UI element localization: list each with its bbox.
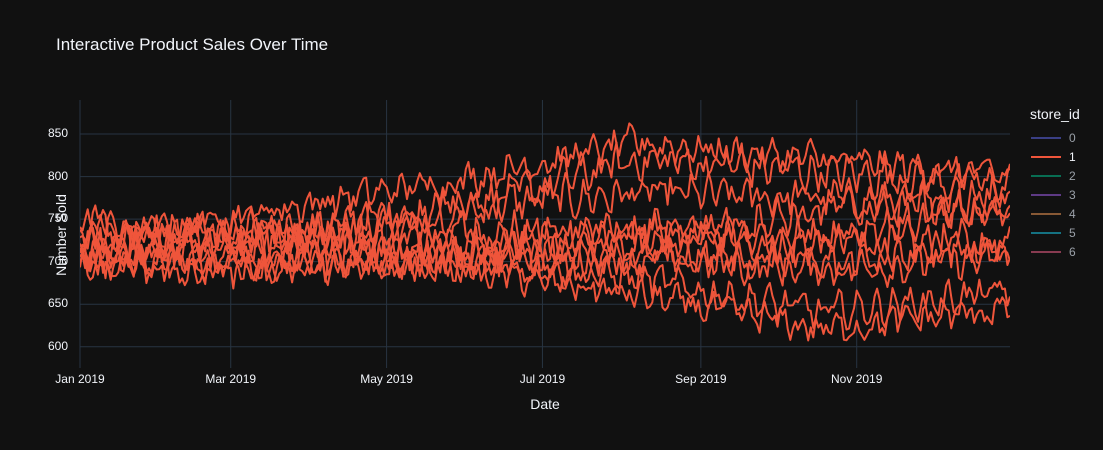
- x-tick-label: Nov 2019: [831, 372, 883, 386]
- legend-item-1[interactable]: 1: [1031, 147, 1080, 166]
- legend-label: 1: [1069, 149, 1076, 164]
- x-tick-label: Jan 2019: [55, 372, 105, 386]
- legend-swatch: [1031, 155, 1061, 158]
- legend-swatch: [1031, 250, 1061, 253]
- legend-swatch: [1031, 231, 1061, 234]
- series-group: [80, 122, 1010, 342]
- series-1-line[interactable]: [80, 175, 1010, 275]
- y-tick-label: 750: [47, 211, 68, 226]
- x-tick-label: Sep 2019: [675, 372, 727, 386]
- series-1-line[interactable]: [80, 122, 1010, 252]
- y-tick-label: 850: [47, 126, 68, 141]
- series-1-line[interactable]: [80, 245, 1010, 342]
- series-1-line[interactable]: [80, 204, 1010, 283]
- x-tick-label: May 2019: [360, 372, 413, 386]
- y-tick-label: 800: [47, 168, 68, 183]
- legend-swatch: [1031, 193, 1061, 196]
- x-tick-label: Jul 2019: [519, 372, 566, 386]
- y-tick-label: 600: [47, 338, 68, 353]
- series-1-line[interactable]: [80, 193, 1010, 290]
- legend-item-3[interactable]: 3: [1031, 185, 1080, 204]
- legend-title: store_id: [1030, 106, 1080, 122]
- series-1-line[interactable]: [80, 141, 1010, 280]
- legend-item-0[interactable]: 0: [1031, 128, 1080, 147]
- legend-label: 2: [1069, 168, 1076, 183]
- legend-label: 3: [1069, 187, 1076, 202]
- legend-item-5[interactable]: 5: [1031, 223, 1080, 242]
- legend-item-6[interactable]: 6: [1031, 242, 1080, 261]
- legend-items: 0 1 2 3 4 5 6: [1031, 128, 1080, 261]
- x-tick-label: Mar 2019: [205, 372, 257, 386]
- legend-swatch: [1031, 212, 1061, 215]
- legend-label: 0: [1069, 130, 1076, 145]
- legend-label: 6: [1069, 244, 1076, 259]
- legend-swatch: [1031, 136, 1061, 139]
- y-tick-label: 700: [47, 253, 68, 268]
- legend-item-4[interactable]: 4: [1031, 204, 1080, 223]
- legend-label: 5: [1069, 225, 1076, 240]
- legend-item-2[interactable]: 2: [1031, 166, 1080, 185]
- chart-title: Interactive Product Sales Over Time: [56, 35, 329, 54]
- x-axis-title: Date: [530, 396, 560, 412]
- legend-label: 4: [1069, 206, 1076, 221]
- y-tick-label: 650: [47, 296, 68, 311]
- series-1-line[interactable]: [80, 171, 1010, 269]
- legend: store_id 0 1 2 3 4 5 6: [1030, 106, 1080, 261]
- legend-swatch: [1031, 174, 1061, 177]
